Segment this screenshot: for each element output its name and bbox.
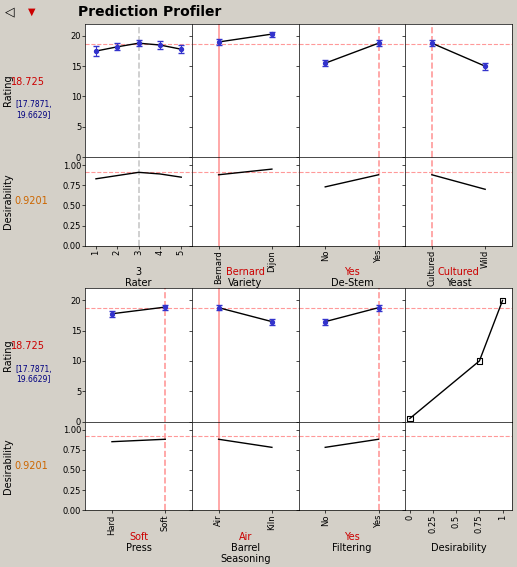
Text: Air: Air (238, 532, 252, 542)
Point (481, 62, 489, 71)
Text: 18.725: 18.725 (11, 77, 45, 87)
Text: Variety: Variety (228, 278, 262, 288)
Text: Prediction Profiler: Prediction Profiler (78, 5, 221, 19)
Point (215, 303, 223, 312)
Point (374, 303, 383, 312)
Text: Yes: Yes (344, 268, 360, 277)
Text: 0.9201: 0.9201 (14, 196, 48, 206)
Point (134, 39, 143, 48)
Point (268, 317, 276, 326)
Text: 18.725: 18.725 (11, 341, 45, 352)
Text: Barrel
Seasoning: Barrel Seasoning (220, 543, 270, 564)
Point (161, 303, 170, 312)
Point (428, 39, 436, 48)
Text: Rater: Rater (125, 278, 152, 288)
Text: Yeast: Yeast (446, 278, 472, 288)
Text: 19.6629]: 19.6629] (17, 110, 51, 119)
Point (177, 45, 186, 54)
Text: Soft: Soft (129, 532, 148, 542)
Point (498, 296, 507, 305)
Text: Filtering: Filtering (332, 543, 372, 553)
Point (406, 414, 414, 423)
Point (321, 58, 329, 67)
Text: Cultured: Cultured (437, 268, 479, 277)
Text: [17.7871,: [17.7871, (16, 365, 52, 374)
Text: Desirability: Desirability (431, 543, 486, 553)
Text: Desirability: Desirability (3, 174, 12, 229)
Text: De-Stem: De-Stem (330, 278, 373, 288)
Point (108, 309, 116, 318)
Point (113, 43, 121, 52)
Text: 3: 3 (135, 268, 142, 277)
Text: Yes: Yes (344, 532, 360, 542)
Text: ◁: ◁ (5, 6, 15, 18)
Point (321, 317, 329, 326)
Point (215, 37, 223, 46)
Text: 0.9201: 0.9201 (14, 461, 48, 471)
Text: Bernard: Bernard (226, 268, 265, 277)
Point (156, 40, 164, 49)
Point (374, 39, 383, 48)
Point (268, 29, 276, 39)
Point (92, 46, 100, 56)
Text: ▼: ▼ (28, 7, 36, 17)
Text: [17.7871,: [17.7871, (16, 100, 52, 109)
Text: 19.6629]: 19.6629] (17, 374, 51, 383)
Text: Rating: Rating (3, 75, 12, 106)
Text: Desirability: Desirability (3, 438, 12, 494)
Text: Rating: Rating (3, 339, 12, 371)
Point (475, 357, 483, 366)
Text: Press: Press (126, 543, 151, 553)
